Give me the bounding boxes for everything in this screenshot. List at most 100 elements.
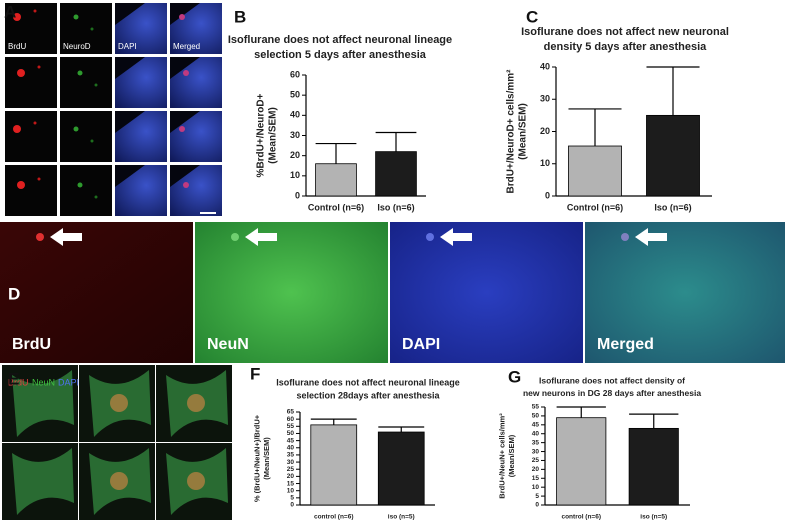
error-bar <box>378 426 425 433</box>
dark-region <box>170 111 200 133</box>
micrograph <box>390 222 583 363</box>
error-bar <box>315 142 357 164</box>
y-axis-label: %BrdU+/NeuroD+ <box>256 93 267 177</box>
image-label: DAPI <box>402 336 440 353</box>
y-tick-label: 5 <box>290 495 294 502</box>
chart: Isoflurane does not affect neuronal line… <box>252 377 459 520</box>
cell <box>90 139 94 143</box>
cell <box>17 181 25 189</box>
y-tick-label: 40 <box>287 444 295 451</box>
y-tick-label: 10 <box>290 170 300 180</box>
cell <box>94 83 98 87</box>
error-bar <box>310 418 357 425</box>
chart-title: new neurons in DG 28 days after anesthes… <box>523 388 701 398</box>
bar <box>377 431 425 506</box>
y-axis-label: (Mean/SEM) <box>268 107 279 164</box>
cell <box>73 14 79 20</box>
dark-region <box>170 57 200 79</box>
y-axis-label: (Mean/SEM) <box>507 434 516 477</box>
y-tick-label: 50 <box>287 430 295 437</box>
y-tick-label: 30 <box>287 459 295 466</box>
cell <box>110 394 128 412</box>
y-tick-label: 30 <box>290 130 300 140</box>
chart-title: Isoflurane does not affect neuronal line… <box>276 377 460 387</box>
y-tick-label: 40 <box>532 430 540 437</box>
cell <box>426 233 434 241</box>
bar <box>375 151 417 197</box>
tissue <box>12 370 74 437</box>
cell <box>37 177 41 181</box>
x-tick-label: iso (n=5) <box>640 514 667 521</box>
y-tick-label: 35 <box>287 452 295 459</box>
cell <box>73 126 79 132</box>
image-label: Merged <box>173 42 200 51</box>
y-tick-label: 20 <box>540 126 550 136</box>
charts: Isoflurane does not affect neuronal line… <box>228 26 729 521</box>
micrograph <box>5 3 57 54</box>
micrograph <box>5 165 57 216</box>
y-tick-label: 5 <box>535 493 539 500</box>
y-tick-label: 15 <box>532 475 540 482</box>
y-tick-label: 20 <box>287 473 295 480</box>
image-label: DAPI <box>58 377 79 387</box>
dark-region <box>170 3 200 25</box>
scale-bar <box>200 212 216 214</box>
cell <box>17 69 25 77</box>
bar <box>646 114 700 197</box>
y-tick-label: 45 <box>532 422 540 429</box>
x-tick-label: control (n=6) <box>314 514 354 521</box>
panel-letter: A <box>4 2 16 21</box>
error-bar <box>568 108 622 147</box>
dark-region <box>170 165 200 187</box>
tissue <box>12 448 74 515</box>
image-label: NeuN <box>32 377 55 387</box>
dark-region <box>115 165 145 187</box>
x-tick-label: Control (n=6) <box>308 202 364 212</box>
x-tick-label: iso (n=5) <box>388 514 415 521</box>
y-axis-label: BrdU+/NeuroD+ cells/mm² <box>506 69 517 194</box>
micrograph <box>60 3 112 54</box>
cell <box>183 182 189 188</box>
image-label: NeuN <box>207 336 249 353</box>
bar <box>628 427 679 506</box>
arrow <box>440 228 472 246</box>
y-axis-label: % (BrdU+/NeuN+)/BrdU+ <box>252 414 261 502</box>
image-label: NeuroD <box>63 42 91 51</box>
y-tick-label: 55 <box>532 404 540 411</box>
cell <box>179 14 185 20</box>
y-axis-label: (Mean/SEM) <box>262 437 271 480</box>
y-tick-label: 0 <box>295 190 300 200</box>
panel-letter: C <box>526 7 538 26</box>
cell <box>94 195 98 199</box>
y-tick-label: 20 <box>532 466 540 473</box>
y-tick-label: 10 <box>287 487 295 494</box>
micrograph <box>5 57 57 108</box>
y-tick-label: 15 <box>287 480 295 487</box>
cell <box>33 9 37 13</box>
arrow <box>245 228 277 246</box>
image-label: BrdU <box>8 377 29 387</box>
y-tick-label: 0 <box>290 502 294 509</box>
cell <box>77 70 83 76</box>
x-tick-label: Control (n=6) <box>567 202 623 212</box>
y-tick-label: 55 <box>287 423 295 430</box>
dark-region <box>115 111 145 133</box>
y-tick-label: 60 <box>287 416 295 423</box>
y-tick-label: 0 <box>535 502 539 509</box>
y-tick-label: 60 <box>290 69 300 79</box>
image-label: Merged <box>597 336 654 353</box>
y-tick-label: 30 <box>532 448 540 455</box>
arrow <box>50 228 82 246</box>
y-tick-label: 50 <box>532 413 540 420</box>
image-label: BrdU <box>8 42 26 51</box>
panel-letter: G <box>508 367 521 386</box>
image-label: DAPI <box>118 42 137 51</box>
cell <box>179 126 185 132</box>
chart: Isoflurane does not affect density of new… <box>497 375 701 520</box>
micrograph <box>585 222 785 363</box>
cell <box>37 65 41 69</box>
arrow <box>635 228 667 246</box>
y-tick-label: 50 <box>290 90 300 100</box>
y-axis-label: (Mean/SEM) <box>518 103 529 160</box>
